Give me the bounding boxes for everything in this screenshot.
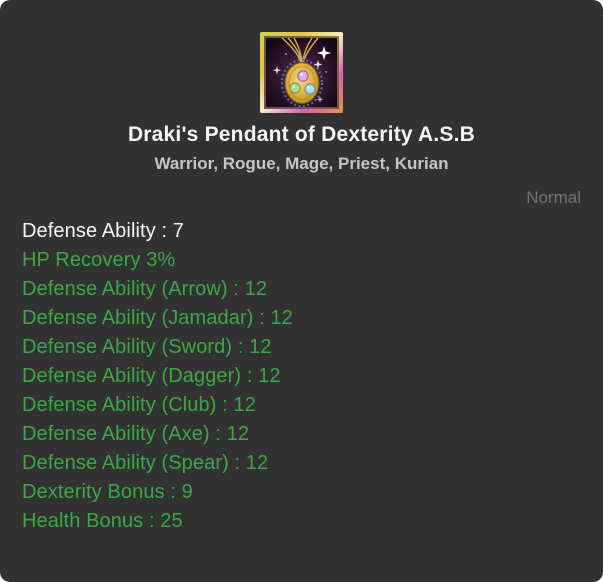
pendant-icon bbox=[260, 32, 343, 113]
stats-list: Defense Ability : 7 HP Recovery 3% Defense… bbox=[0, 217, 603, 536]
stat-line: Defense Ability (Jamadar) : 12 bbox=[22, 307, 293, 329]
item-icon-wrap bbox=[0, 0, 603, 113]
stat-line: Health Bonus : 25 bbox=[22, 510, 183, 532]
stat-line: Defense Ability (Spear) : 12 bbox=[22, 452, 269, 474]
item-classes: Warrior, Rogue, Mage, Priest, Kurian bbox=[154, 154, 449, 173]
stat-line: Defense Ability : 7 bbox=[22, 220, 184, 242]
stat-line: Defense Ability (Club) : 12 bbox=[22, 394, 256, 416]
stat-line: Dexterity Bonus : 9 bbox=[22, 481, 193, 503]
stat-line: Defense Ability (Axe) : 12 bbox=[22, 423, 250, 445]
stat-line: Defense Ability (Sword) : 12 bbox=[22, 336, 272, 358]
item-rarity: Normal bbox=[526, 188, 581, 207]
stat-line: HP Recovery 3% bbox=[22, 249, 176, 271]
item-title: Draki's Pendant of Dexterity A.S.B bbox=[127, 123, 476, 146]
stat-line: Defense Ability (Dagger) : 12 bbox=[22, 365, 281, 387]
stat-line: Defense Ability (Arrow) : 12 bbox=[22, 278, 268, 300]
